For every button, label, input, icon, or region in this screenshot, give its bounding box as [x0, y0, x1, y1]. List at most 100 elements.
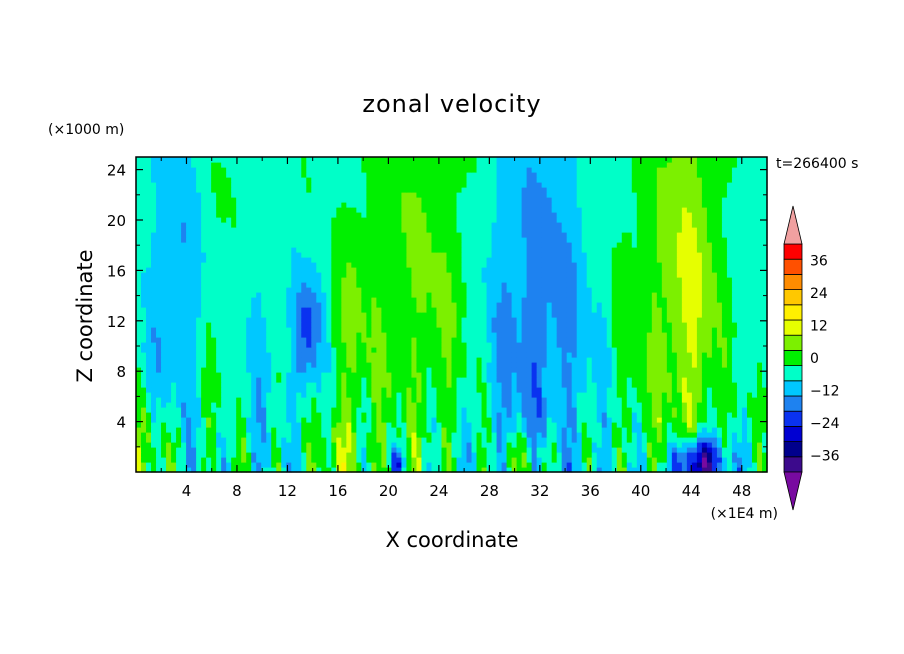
field-cell — [736, 447, 743, 453]
field-cell — [406, 272, 413, 278]
field-cell — [441, 397, 448, 403]
field-cell — [351, 452, 357, 458]
field-cell — [336, 272, 342, 278]
field-cell — [656, 452, 663, 458]
field-cell — [756, 372, 763, 378]
field-cell — [281, 312, 287, 318]
field-cell — [346, 337, 352, 343]
field-cell — [581, 387, 588, 393]
field-cell — [621, 292, 628, 298]
field-cell — [686, 382, 693, 388]
field-cell — [361, 282, 367, 288]
field-cell — [681, 442, 688, 448]
field-cell — [471, 447, 478, 453]
field-cell — [591, 282, 598, 288]
field-cell — [346, 427, 352, 433]
field-cell — [171, 392, 177, 398]
field-cell — [216, 297, 222, 303]
field-cell — [176, 467, 182, 473]
field-cell — [561, 372, 568, 378]
field-cell — [626, 307, 633, 313]
field-cell — [501, 287, 508, 293]
field-cell — [366, 317, 372, 323]
field-cell — [326, 332, 332, 338]
field-cell — [606, 437, 613, 443]
field-cell — [416, 377, 423, 383]
field-cell — [311, 312, 317, 318]
field-cell — [421, 412, 428, 418]
field-cell — [596, 332, 603, 338]
field-cell — [321, 442, 327, 448]
field-cell — [361, 332, 367, 338]
field-cell — [171, 292, 177, 298]
field-cell — [576, 417, 583, 423]
field-cell — [621, 322, 628, 328]
field-cell — [516, 387, 523, 393]
field-cell — [206, 447, 212, 453]
field-cell — [561, 352, 568, 358]
field-cell — [661, 422, 668, 428]
field-cell — [201, 292, 207, 298]
field-cell — [276, 312, 282, 318]
field-cell — [591, 452, 598, 458]
field-cell — [476, 407, 483, 413]
field-cell — [646, 427, 653, 433]
field-cell — [176, 337, 182, 343]
field-cell — [756, 417, 763, 423]
field-cell — [136, 397, 142, 403]
field-cell — [341, 287, 347, 293]
field-cell — [741, 402, 748, 408]
field-cell — [456, 332, 463, 338]
field-cell — [271, 427, 277, 433]
field-cell — [256, 452, 262, 458]
field-cell — [371, 337, 377, 343]
field-cell — [181, 337, 187, 343]
field-cell — [621, 342, 628, 348]
field-cell — [641, 427, 648, 433]
field-cell — [331, 417, 337, 423]
field-cell — [621, 297, 628, 303]
field-cell — [441, 327, 448, 333]
field-cell — [521, 432, 528, 438]
field-cell — [231, 447, 237, 453]
field-cell — [206, 302, 212, 308]
field-cell — [716, 362, 723, 368]
field-cell — [476, 457, 483, 463]
field-cell — [246, 462, 252, 468]
field-cell — [186, 292, 192, 298]
field-cell — [281, 352, 287, 358]
field-cell — [241, 352, 247, 358]
field-cell — [391, 302, 398, 308]
field-cell — [536, 302, 543, 308]
field-cell — [651, 342, 658, 348]
field-cell — [251, 317, 257, 323]
field-cell — [251, 407, 257, 413]
field-cell — [296, 452, 302, 458]
field-cell — [566, 397, 573, 403]
field-cell — [236, 362, 242, 368]
field-cell — [761, 437, 768, 443]
field-cell — [441, 367, 448, 373]
field-cell — [481, 417, 488, 423]
field-cell — [746, 467, 753, 473]
field-cell — [241, 442, 247, 448]
field-cell — [251, 437, 257, 443]
field-cell — [616, 467, 623, 473]
field-cell — [576, 382, 583, 388]
field-cell — [371, 367, 377, 373]
field-cell — [721, 452, 728, 458]
field-cell — [166, 347, 172, 353]
field-cell — [666, 407, 673, 413]
field-cell — [576, 387, 583, 393]
field-cell — [261, 282, 267, 288]
field-cell — [136, 452, 142, 458]
field-cell — [636, 277, 643, 283]
field-cell — [386, 452, 393, 458]
field-cell — [581, 342, 588, 348]
field-cell — [281, 412, 287, 418]
field-cell — [181, 377, 187, 383]
field-cell — [241, 437, 247, 443]
field-cell — [146, 327, 152, 333]
field-cell — [721, 347, 728, 353]
field-cell — [336, 287, 342, 293]
